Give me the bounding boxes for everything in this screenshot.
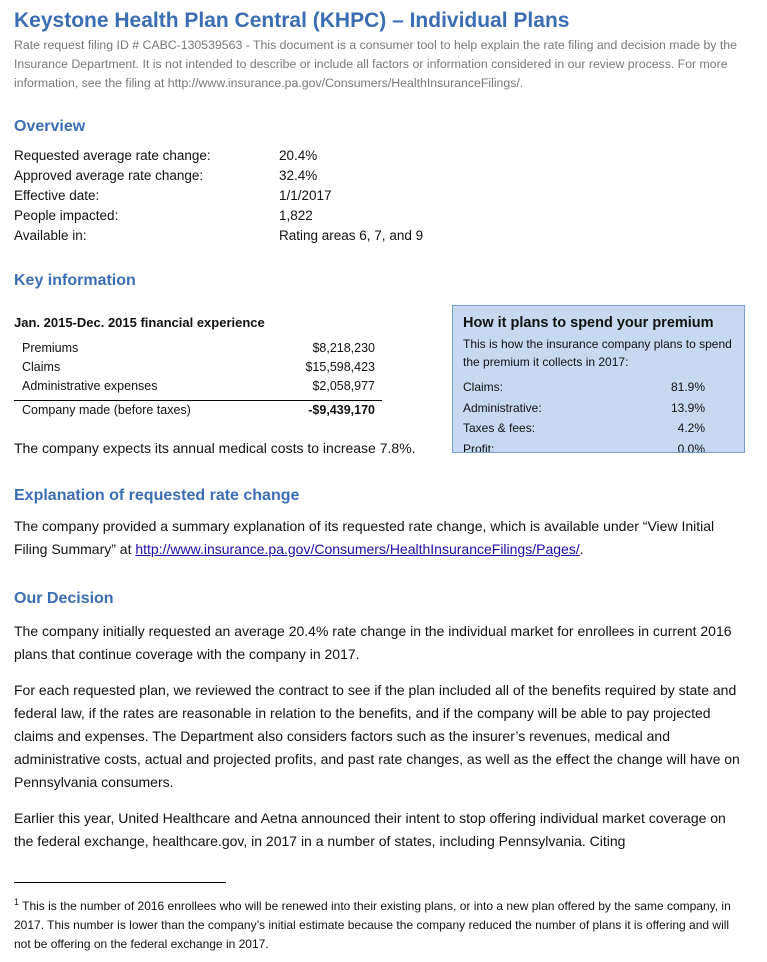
box-title: How it plans to spend your premium <box>463 315 714 331</box>
heading: Key information <box>14 272 136 289</box>
label: Requested average rate change: <box>14 148 211 163</box>
value: -$9,439,170 <box>308 403 375 417</box>
note: The company expects its annual medical c… <box>14 440 416 456</box>
value: 32.4% <box>279 168 318 183</box>
box-row: Claims: 81.9% <box>463 380 705 394</box>
box-row: Administrative: 13.9% <box>463 401 705 415</box>
subtitle: Rate request filing ID # CABC-130539563 … <box>14 38 737 90</box>
text: . <box>579 541 584 557</box>
value: 13.9% <box>670 400 705 415</box>
footnote-marker: 1 <box>14 897 20 907</box>
label: Premiums <box>22 341 79 355</box>
paragraph: The company initially requested an avera… <box>14 623 732 662</box>
box-row: Taxes & fees: 4.2% <box>463 421 705 435</box>
table-row: Premiums $8,218,230 <box>22 341 375 355</box>
paragraph: For each requested plan, we reviewed the… <box>14 682 740 790</box>
heading: Overview <box>14 118 86 135</box>
value: 1/1/2017 <box>279 188 332 203</box>
label: Claims <box>22 360 61 374</box>
label: Profit: <box>463 441 495 453</box>
label: Taxes & fees: <box>463 421 536 435</box>
table-row: Administrative expenses $2,058,977 <box>22 379 375 393</box>
value: $15,598,423 <box>305 360 375 374</box>
label: Effective date: <box>14 188 100 203</box>
rule <box>14 400 382 401</box>
value: 81.9% <box>670 380 705 394</box>
label: Approved average rate change: <box>14 168 204 183</box>
value: 4.2% <box>677 421 705 435</box>
paragraph: The company provided a summary explanati… <box>14 515 744 561</box>
title: Keystone Health Plan Central (KHPC) – In… <box>14 9 570 32</box>
label: People impacted: <box>14 208 119 223</box>
footnote: 1 This is the number of 2016 enrollees w… <box>14 893 749 954</box>
value: 20.4% <box>279 148 318 163</box>
label: Claims: <box>463 380 504 394</box>
label: Available in: <box>14 228 87 243</box>
table-row: Claims $15,598,423 <box>22 360 375 374</box>
footnote-text: This is the number of 2016 enrollees who… <box>14 899 731 951</box>
value: 0.0% <box>677 441 705 453</box>
box-row: Profit: 0.0% <box>463 441 705 453</box>
box-intro: This is how the insurance company plans … <box>463 337 732 369</box>
value: Rating areas 6, 7, and 9 <box>279 228 424 243</box>
total-row: Company made (before taxes) -$9,439,170 <box>22 403 375 417</box>
label: Administrative: <box>463 400 542 415</box>
paragraph: Earlier this year, United Healthcare and… <box>14 810 726 849</box>
text: The company provided a summary explanati… <box>14 518 715 557</box>
value: $2,058,977 <box>312 379 375 393</box>
heading: Our Decision <box>14 590 114 607</box>
value: 1,822 <box>279 208 313 223</box>
value: $8,218,230 <box>312 341 375 355</box>
heading: Explanation of requested rate change <box>14 487 300 504</box>
footnote-rule <box>14 882 226 883</box>
link[interactable]: http://www.insurance.pa.gov/Consumers/He… <box>135 541 580 557</box>
label: Administrative expenses <box>22 379 158 393</box>
label: Company made (before taxes) <box>22 403 191 417</box>
premium-box: How it plans to spend your premium This … <box>452 305 745 453</box>
table-title: Jan. 2015-Dec. 2015 financial experience <box>14 315 265 330</box>
